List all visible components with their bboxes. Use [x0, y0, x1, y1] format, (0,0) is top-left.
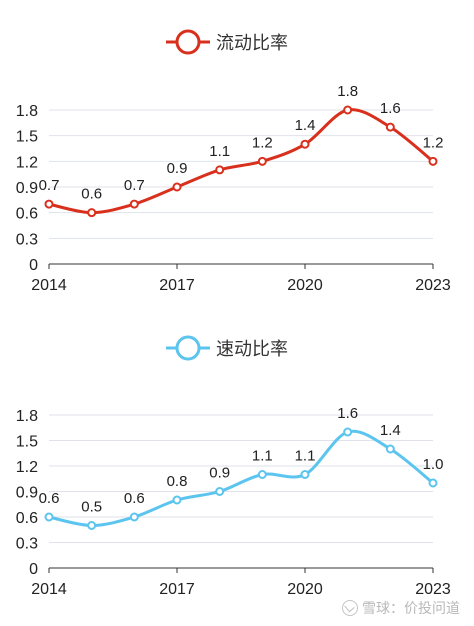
data-point — [257, 470, 267, 479]
y-tick-label: 0.9 — [16, 180, 38, 197]
data-label: 1.2 — [252, 134, 273, 151]
data-point — [172, 182, 182, 192]
data-label: 1.1 — [295, 448, 316, 465]
data-point — [172, 495, 182, 505]
data-point — [385, 444, 395, 454]
data-label: 1.8 — [337, 83, 358, 100]
data-point — [129, 512, 139, 522]
data-label: 1.4 — [380, 422, 401, 439]
data-point — [87, 521, 97, 530]
series-line — [48, 429, 434, 527]
data-point — [343, 427, 353, 437]
legend-label: 速动比率 — [216, 339, 288, 360]
y-tick-label: 0.6 — [16, 206, 38, 223]
data-point — [428, 156, 438, 166]
data-point — [44, 512, 54, 522]
y-tick-label: 0 — [29, 257, 38, 274]
data-point — [343, 105, 353, 115]
y-tick-label: 0.9 — [16, 485, 38, 502]
legend: 速动比率 — [166, 335, 288, 361]
data-label: 1.2 — [423, 134, 444, 151]
data-point — [215, 487, 225, 496]
data-label: 1.1 — [209, 143, 230, 160]
legend-label: 流动比率 — [216, 33, 288, 54]
data-point — [300, 470, 310, 479]
data-label: 0.7 — [124, 177, 145, 194]
x-tick-label: 2020 — [287, 277, 323, 294]
data-label: 1.4 — [295, 117, 316, 134]
watermark: 雪球：价投问道 — [342, 598, 460, 618]
data-point — [215, 165, 225, 175]
y-tick-label: 0.3 — [16, 536, 38, 553]
data-label: 1.1 — [252, 448, 273, 465]
y-tick-label: 1.8 — [16, 103, 38, 120]
data-label: 0.7 — [39, 177, 60, 194]
y-tick-label: 0 — [29, 561, 38, 578]
data-label: 1.6 — [380, 100, 401, 117]
x-tick-label: 2014 — [31, 581, 67, 598]
legend-marker — [175, 29, 201, 55]
x-tick-label: 2023 — [415, 581, 451, 598]
chart-1: 流动比率 0 0.3 0.6 0.9 1.2 1.5 1.8 2014 2017 2020 2023 0… — [16, 29, 451, 294]
data-point — [385, 122, 395, 132]
data-point — [300, 139, 310, 149]
data-label: 0.6 — [81, 186, 102, 203]
data-point — [257, 156, 267, 166]
y-tick-label: 1.5 — [16, 129, 38, 146]
data-point — [87, 208, 97, 218]
series-line — [48, 108, 434, 215]
snowball-logo-icon — [342, 600, 358, 616]
x-tick-label: 2020 — [287, 581, 323, 598]
data-label: 0.6 — [39, 490, 60, 507]
x-tick-label: 2023 — [415, 277, 451, 294]
legend: 流动比率 — [166, 29, 288, 55]
y-tick-label: 1.2 — [16, 459, 38, 476]
x-tick-label: 2014 — [31, 277, 67, 294]
y-tick-label: 0.6 — [16, 510, 38, 527]
data-label: 0.6 — [124, 490, 145, 507]
y-tick-label: 1.2 — [16, 154, 38, 171]
data-label: 0.9 — [167, 160, 188, 177]
data-label: 1.0 — [423, 456, 444, 473]
y-tick-label: 1.5 — [16, 434, 38, 451]
watermark-text: 雪球：价投问道 — [362, 601, 460, 617]
data-label: 0.8 — [167, 473, 188, 490]
data-label: 0.9 — [209, 465, 230, 482]
x-tick-label: 2017 — [159, 581, 195, 598]
x-tick-label: 2017 — [159, 277, 195, 294]
y-tick-label: 0.3 — [16, 231, 38, 248]
data-point — [129, 199, 139, 209]
data-label: 0.5 — [81, 499, 102, 516]
data-point — [428, 478, 438, 488]
data-point — [44, 199, 54, 209]
data-label: 1.6 — [337, 405, 358, 422]
legend-marker — [175, 335, 201, 361]
y-tick-label: 1.8 — [16, 408, 38, 425]
